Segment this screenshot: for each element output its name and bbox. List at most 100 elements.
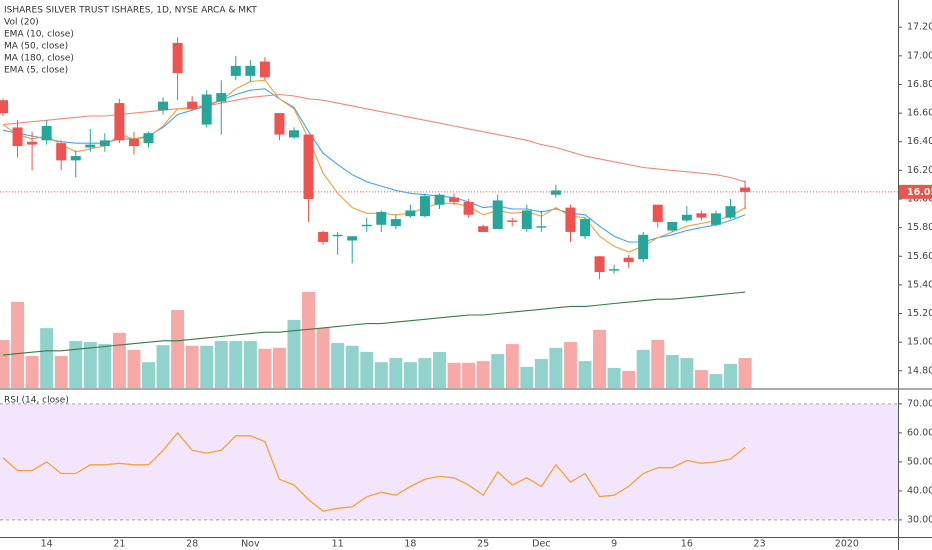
volume-bar [302,292,316,388]
y-tick-label: 50.00 [907,456,932,467]
plot-layer [0,37,898,356]
y-tick-label: 70.00 [907,398,932,409]
candle-body [434,194,445,205]
volume-bar [316,328,330,388]
legend-entry: MA (50, close) [4,42,68,52]
last-price-box [899,184,932,199]
x-tick-label: 16 [681,539,693,550]
candle-body [463,201,474,215]
legend-entry: MA (180, close) [4,54,74,64]
candle-body [114,103,125,141]
candle-body [638,234,649,260]
volume-bar [622,370,636,388]
volume-bar [433,351,446,388]
rsi-title: RSI (14, close) [4,396,69,406]
candle-body [99,140,110,147]
volume-bar [563,342,577,388]
axes-layer: 14.80 15.00 15.20 15.40 15.60 15.80 16.00 16.20… [41,22,932,550]
candle-body [667,221,678,231]
volume-bar [505,344,519,388]
volume-bar [709,374,723,388]
x-tick-label: Dec [532,539,550,550]
volume-bar [258,348,272,388]
volume-bar [272,347,286,388]
last-price-label: 16.05 [907,187,932,198]
volume-bar [185,345,199,388]
volume-bar [156,345,170,388]
candle-body [419,196,430,217]
y-tick-label: 60.00 [907,427,932,438]
candle-body [492,200,503,230]
volume-bar [360,351,374,388]
y-tick-label: 40.00 [907,485,932,496]
candle-body [478,226,489,232]
candle-body [332,234,343,237]
y-tick-label: 16.60 [907,108,932,119]
volume-bar [331,343,345,388]
volume-bar [374,362,388,388]
volume-bar [127,349,141,388]
volume-bar [11,301,25,388]
volume-bar [520,366,534,388]
volume-bar [418,358,432,388]
candle-body [580,219,590,237]
volume-bar [40,328,54,388]
volume-bar [534,359,548,388]
candle-body [56,143,67,161]
candle-body [405,210,416,217]
candle-body [318,231,329,242]
volume-bar [214,341,228,388]
candle-body [696,213,707,218]
rsi-line [2,431,746,512]
volume-bar [593,329,607,388]
volume-bar [98,344,112,388]
candle-body [390,219,401,227]
y-tick-label: 14.80 [907,365,932,376]
volume-bar [171,310,185,388]
volume-bar [476,361,490,388]
x-tick-label: Nov [241,539,260,550]
x-tick-label: 11 [332,539,344,550]
candle-body [740,187,751,192]
candle-body [201,94,212,125]
volume-bar [229,341,243,388]
candle-body [361,224,372,227]
volume-bar [243,341,257,388]
rsi-pane [0,403,898,521]
candle-body [172,42,183,74]
volume-bar [389,358,403,388]
volume-bar [83,342,97,388]
volume-bar [651,340,665,388]
y-tick-label: 16.40 [907,136,932,147]
volume-bar [142,362,155,388]
volume-bar [694,369,708,388]
x-tick-label: 23 [754,539,766,550]
legend-entry: EMA (5, close) [4,66,68,76]
volume-bar [112,332,126,388]
x-tick-label: 28 [186,539,198,550]
candle-body [594,256,605,273]
volume-bar [0,340,10,388]
candle-body [725,206,736,218]
candle-body [85,144,96,148]
candle-body [289,130,299,138]
y-tick-label: 15.00 [907,337,932,348]
x-tick-label: 9 [611,539,617,550]
volume-bar [491,353,505,388]
chart-title: ISHARES SILVER TRUST ISHARES, 1D, NYSE A… [4,6,257,16]
x-tick-label: 2020 [835,539,859,550]
volume-bar [549,347,563,388]
candle-body [565,207,576,232]
volume-bar [578,361,592,388]
ma-line [2,88,746,243]
candle-body [143,133,154,144]
candle-body [0,100,8,114]
volume-bar [680,358,694,388]
volume-bar [447,362,461,388]
y-tick-label: 15.20 [907,308,932,319]
rsi-band [0,403,898,520]
ma-line [2,93,746,183]
y-tick-label: 15.80 [907,222,932,233]
candle-body [376,211,387,225]
